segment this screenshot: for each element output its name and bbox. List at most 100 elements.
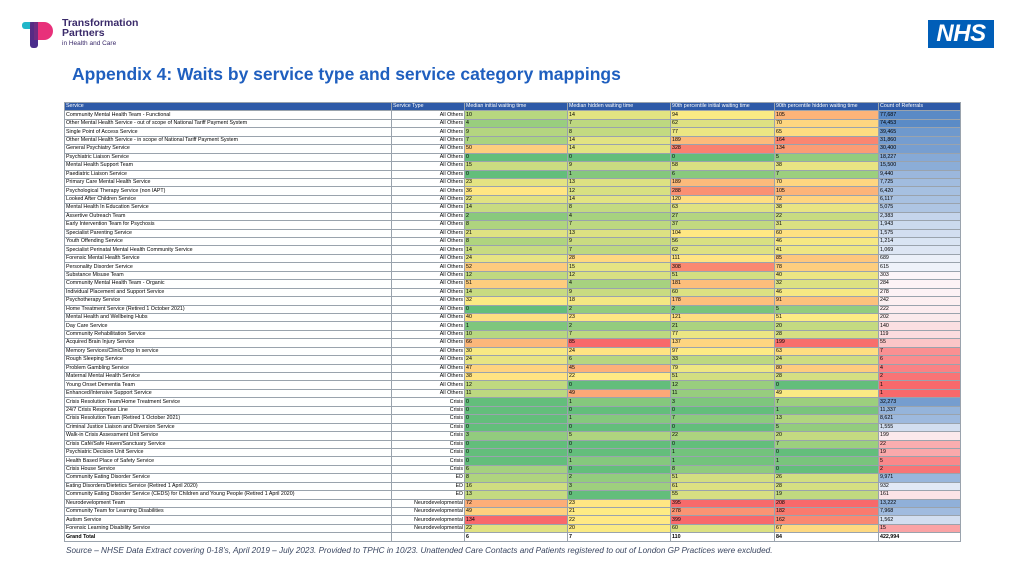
cell-service-type: All Others [391,304,465,314]
cell-service-type: All Others [391,228,465,239]
cell-median-initial: 24 [464,253,568,264]
cell-service: Substance Misuse Team [64,270,392,281]
total-cell-service: Grand Total [64,532,392,542]
cell-median-hidden: 8 [567,127,671,137]
cell-median-initial: 7 [464,135,568,146]
table-row: Crisis House Service Crisis 6 0 8 0 2 [64,464,961,475]
cell-median-initial: 11 [464,388,568,399]
cell-p90-hidden: 7 [774,439,879,449]
cell-p90-initial: 137 [670,338,775,348]
cell-p90-hidden: 51 [774,312,879,323]
cell-median-hidden: 13 [567,228,671,239]
cell-service-type: Crisis [391,405,465,416]
table-row: Eating Disorders/Dietetics Service (Reti… [64,481,961,492]
cell-service: Community Team for Learning Disabilities [64,506,392,517]
cell-service-type: Neurodevelopmental [391,498,465,509]
cell-service-type: All Others [391,203,465,213]
cell-p90-hidden: 182 [774,506,879,517]
cell-count-referrals: 689 [878,253,961,264]
cell-p90-initial: 55 [670,490,775,500]
cell-median-initial: 24 [464,355,568,365]
cell-service-type: All Others [391,194,465,205]
header-median-hidden: Median hidden waiting time [567,101,671,112]
header-service: Service [64,101,392,112]
cell-p90-initial: 51 [670,270,775,281]
cell-service-type: Neurodevelopmental [391,523,465,534]
cell-p90-initial: 181 [670,279,775,289]
cell-count-referrals: 202 [878,312,961,323]
cell-p90-hidden: 31 [774,220,879,230]
cell-median-hidden: 7 [567,220,671,230]
cell-service-type: All Others [391,338,465,348]
cell-median-hidden: 18 [567,296,671,306]
cell-service-type: Neurodevelopmental [391,506,465,517]
cell-service-type: All Others [391,152,465,163]
cell-median-initial: 0 [464,439,568,449]
cell-p90-initial: 0 [670,405,775,416]
cell-median-initial: 6 [464,464,568,475]
cell-p90-hidden: 38 [774,161,879,171]
cell-service: Mental Health and Wellbeing Hubs [64,312,392,323]
cell-service: Eating Disorders/Dietetics Service (Reti… [64,481,392,492]
table-row: Maternal Mental Health Service All Others… [64,371,961,382]
table-row: Single Point of Access Service All Others… [64,127,961,137]
cell-median-initial: 3 [464,431,568,441]
cell-service: Youth Offending Service [64,236,392,247]
cell-count-referrals: 1,555 [878,422,961,433]
cell-p90-initial: 2 [670,304,775,314]
cell-median-initial: 0 [464,447,568,458]
cell-p90-initial: 58 [670,161,775,171]
cell-median-hidden: 2 [567,473,671,483]
cell-service-type: All Others [391,245,465,255]
cell-p90-hidden: 22 [774,211,879,222]
cell-p90-hidden: 0 [774,447,879,458]
cell-p90-initial: 278 [670,506,775,517]
cell-median-hidden: 20 [567,523,671,534]
cell-count-referrals: 1,943 [878,220,961,230]
cell-service: Mental Health Support Team [64,161,392,171]
cell-service: Mental Health In Education Service [64,203,392,213]
cell-p90-initial: 60 [670,523,775,534]
cell-median-hidden: 23 [567,498,671,509]
cell-median-initial: 12 [464,380,568,390]
cell-median-initial: 0 [464,304,568,314]
cell-count-referrals: 615 [878,262,961,272]
cell-count-referrals: 222 [878,304,961,314]
cell-service: Psychotherapy Service [64,296,392,306]
cell-service: Early Intervention Team for Psychosis [64,220,392,230]
cell-p90-hidden: 70 [774,118,879,129]
cell-p90-hidden: 85 [774,253,879,264]
table-row: Individual Placement and Support Service… [64,287,961,298]
cell-service-type: All Others [391,388,465,399]
cell-median-initial: 10 [464,329,568,340]
cell-service: Community Eating Disorder Service [64,473,392,483]
table-row: Mental Health and Wellbeing Hubs All Othe… [64,312,961,323]
cell-p90-hidden: 41 [774,245,879,255]
cell-median-hidden: 14 [567,194,671,205]
cell-median-hidden: 12 [567,186,671,196]
cell-p90-initial: 61 [670,481,775,492]
cell-median-hidden: 7 [567,245,671,255]
cell-service-type: All Others [391,270,465,281]
table-row: Other Mental Health Service - in scope o… [64,135,961,146]
waits-table: Service Service Type Median initial wait… [64,101,961,542]
cell-service: Crisis House Service [64,464,392,475]
cell-service-type: Crisis [391,464,465,475]
table-row: Memory Services/Clinic/Drop In service Al… [64,346,961,357]
cell-median-hidden: 9 [567,287,671,298]
cell-p90-initial: 11 [670,388,775,399]
table-row: Forensic Mental Health Service All Others… [64,253,961,264]
cell-service-type: All Others [391,144,465,154]
cell-median-hidden: 1 [567,414,671,424]
table-row: Rough Sleeping Service All Others 24 6 33 24 6 [64,355,961,365]
table-row: Young Onset Dementia Team All Others 12 0 12… [64,380,961,390]
cell-service-type: All Others [391,135,465,146]
cell-p90-initial: 1 [670,456,775,466]
cell-median-initial: 12 [464,270,568,281]
cell-service-type: All Others [391,236,465,247]
cell-count-referrals: 1,575 [878,228,961,239]
cell-p90-hidden: 134 [774,144,879,154]
cell-service: Day Care Service [64,321,392,331]
cell-median-hidden: 4 [567,211,671,222]
cell-p90-hidden: 32 [774,279,879,289]
